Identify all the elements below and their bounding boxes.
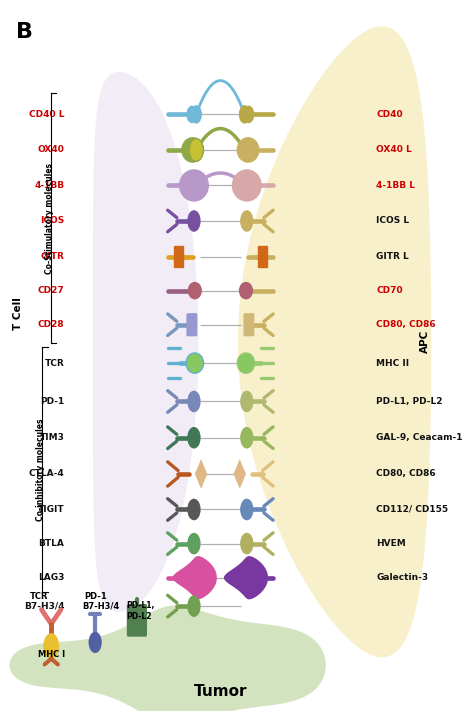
- Circle shape: [240, 391, 254, 412]
- Circle shape: [189, 139, 203, 162]
- Text: CD80, CD86: CD80, CD86: [376, 469, 436, 478]
- Circle shape: [187, 427, 201, 449]
- Text: CD27: CD27: [37, 286, 64, 295]
- Text: GITR L: GITR L: [376, 252, 409, 261]
- Text: CD40 L: CD40 L: [29, 110, 64, 119]
- Text: CD28: CD28: [38, 320, 64, 329]
- Ellipse shape: [237, 137, 260, 163]
- Circle shape: [240, 498, 254, 520]
- Text: T Cell: T Cell: [13, 297, 23, 330]
- Text: APC: APC: [419, 330, 430, 353]
- Text: B7-H3/4: B7-H3/4: [24, 602, 64, 611]
- Text: OX40 L: OX40 L: [376, 145, 412, 155]
- Circle shape: [186, 105, 197, 123]
- Text: 4-1BB: 4-1BB: [34, 181, 64, 190]
- FancyBboxPatch shape: [186, 313, 197, 336]
- Polygon shape: [195, 459, 207, 489]
- Polygon shape: [93, 72, 199, 612]
- Text: LAG3: LAG3: [38, 573, 64, 582]
- Text: TIGIT: TIGIT: [38, 505, 64, 514]
- Polygon shape: [224, 556, 268, 600]
- Ellipse shape: [232, 169, 262, 201]
- Circle shape: [191, 105, 202, 124]
- Ellipse shape: [239, 282, 253, 300]
- Text: CD112/ CD155: CD112/ CD155: [376, 505, 448, 514]
- Ellipse shape: [237, 353, 255, 373]
- Text: Galectin-3: Galectin-3: [376, 573, 428, 582]
- Text: CD70: CD70: [376, 286, 403, 295]
- Circle shape: [187, 595, 201, 617]
- Text: CD80, CD86: CD80, CD86: [376, 320, 436, 329]
- Text: CTLA-4: CTLA-4: [28, 469, 64, 478]
- Ellipse shape: [181, 137, 204, 163]
- Text: 4-1BB L: 4-1BB L: [376, 181, 415, 190]
- Circle shape: [187, 533, 201, 555]
- Text: Co-Stimulatory molecules: Co-Stimulatory molecules: [45, 162, 54, 273]
- Circle shape: [240, 533, 254, 555]
- Text: B: B: [16, 22, 33, 42]
- Text: MHC I: MHC I: [37, 650, 65, 659]
- FancyBboxPatch shape: [127, 604, 147, 637]
- Text: HVEM: HVEM: [376, 539, 406, 548]
- Text: OX40: OX40: [37, 145, 64, 155]
- Polygon shape: [238, 26, 431, 657]
- Text: PD-1: PD-1: [84, 592, 107, 601]
- Polygon shape: [173, 556, 217, 600]
- Circle shape: [89, 632, 102, 653]
- FancyBboxPatch shape: [244, 313, 255, 336]
- Text: BTLA: BTLA: [38, 539, 64, 548]
- Ellipse shape: [186, 353, 203, 373]
- Text: PD-1: PD-1: [40, 397, 64, 406]
- Bar: [258, 246, 267, 266]
- Text: GAL-9, Ceacam-1: GAL-9, Ceacam-1: [376, 433, 463, 442]
- Circle shape: [240, 427, 254, 449]
- Polygon shape: [234, 459, 246, 489]
- Text: TIM3: TIM3: [39, 433, 64, 442]
- Circle shape: [187, 210, 201, 232]
- Circle shape: [187, 498, 201, 520]
- Text: Tumor: Tumor: [194, 684, 247, 699]
- Text: TCR: TCR: [30, 592, 49, 601]
- Text: TCR: TCR: [45, 359, 64, 367]
- Text: Co-inhibitory molecules: Co-inhibitory molecules: [36, 419, 45, 521]
- Text: ICOS L: ICOS L: [376, 216, 410, 226]
- Text: PD-L1, PD-L2: PD-L1, PD-L2: [376, 397, 443, 406]
- Circle shape: [239, 105, 250, 124]
- Polygon shape: [9, 605, 326, 712]
- Text: MHC II: MHC II: [376, 359, 410, 367]
- Circle shape: [240, 210, 254, 232]
- Text: PD-L1,
PD-L2: PD-L1, PD-L2: [126, 601, 155, 621]
- Text: B7-H3/4: B7-H3/4: [82, 602, 119, 611]
- Text: ICOS: ICOS: [40, 216, 64, 226]
- Circle shape: [187, 391, 201, 412]
- Bar: [174, 246, 183, 266]
- Ellipse shape: [188, 282, 202, 300]
- Circle shape: [43, 633, 59, 659]
- Text: CD40: CD40: [376, 110, 403, 119]
- Ellipse shape: [179, 169, 209, 201]
- Circle shape: [244, 105, 255, 123]
- Text: GITR: GITR: [41, 252, 64, 261]
